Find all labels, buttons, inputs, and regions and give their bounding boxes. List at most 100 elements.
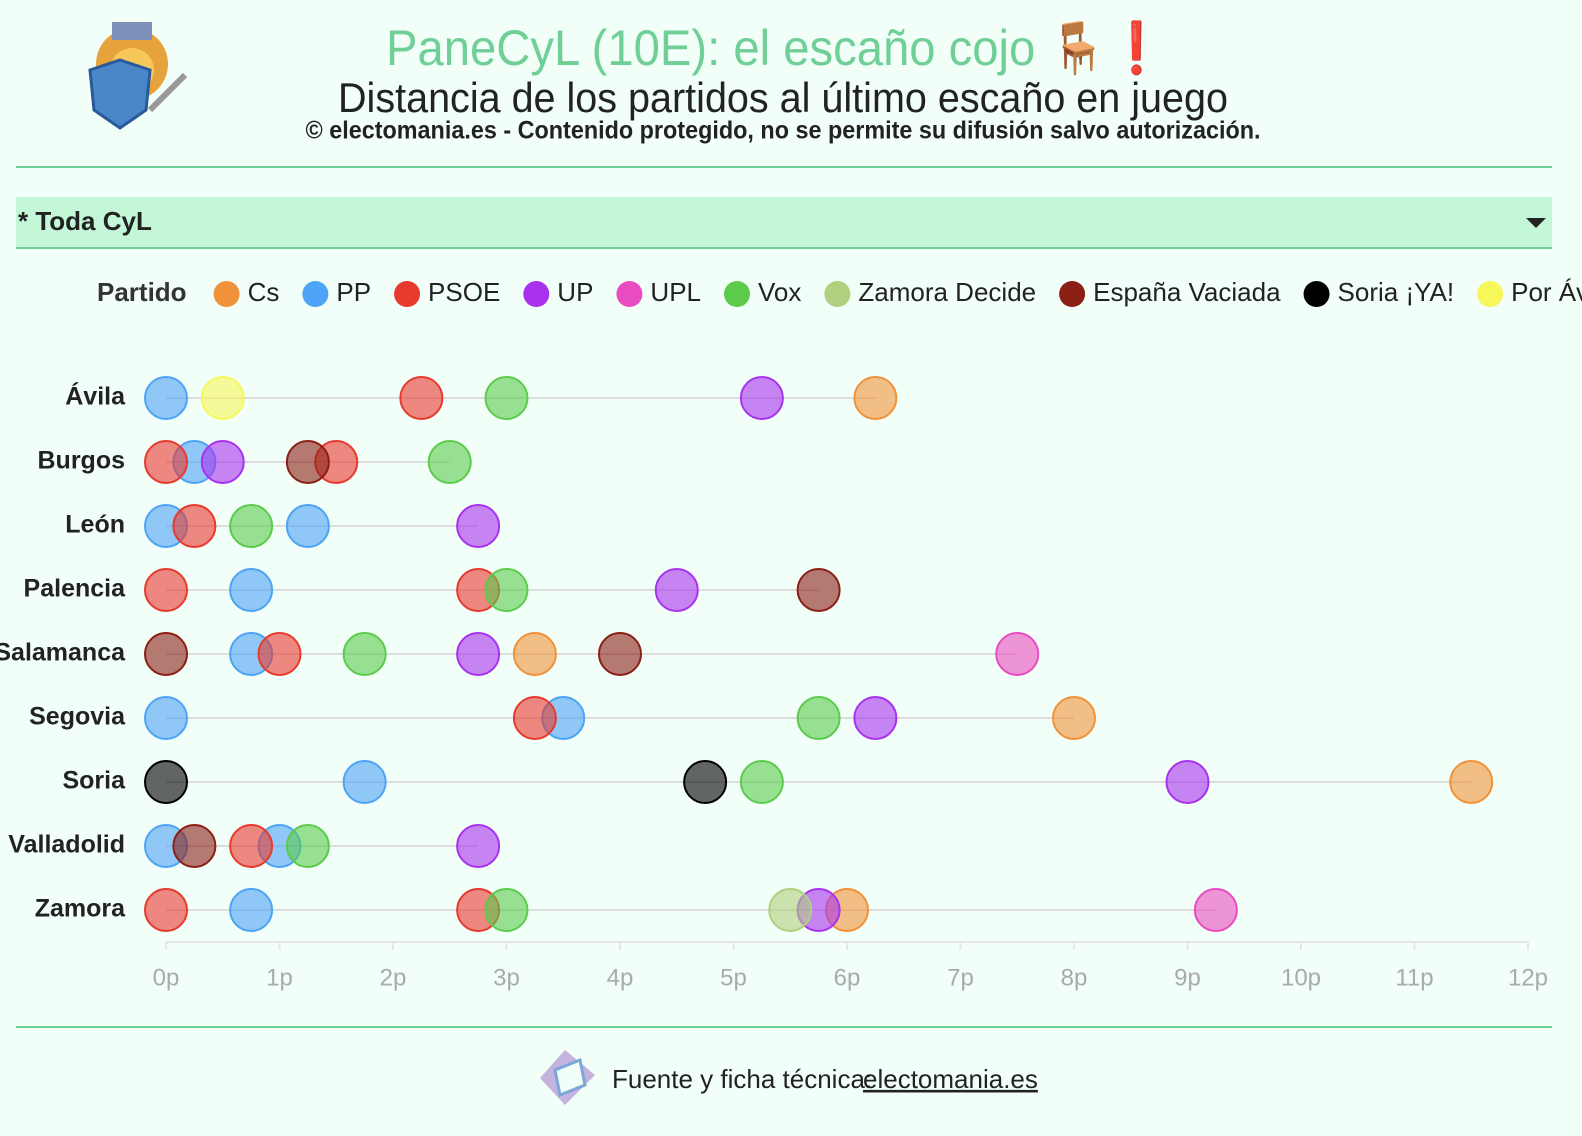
legend-swatch (724, 281, 750, 307)
dot (257, 632, 302, 676)
copyright-note: © electomania.es - Contenido protegido, … (306, 117, 1261, 145)
dot (995, 632, 1040, 676)
legend-label: Vox (758, 277, 801, 307)
row-label: Ávila (65, 382, 126, 411)
dot (144, 888, 188, 932)
dot (1165, 760, 1210, 804)
legend-label: Por Ávila (1511, 277, 1582, 307)
dot (342, 760, 387, 804)
dot (456, 504, 501, 548)
dot (1052, 696, 1096, 740)
row-label: Salamanca (0, 639, 126, 667)
legend-label: PSOE (428, 277, 500, 307)
x-tick-label: 3p (493, 964, 520, 991)
legend-swatch (213, 281, 240, 307)
legend-swatch (394, 281, 421, 307)
dot (654, 568, 699, 612)
dot (1449, 760, 1494, 804)
plot: Cs PP PSOE UP UPL Vox Zamora Decide España Vaci… (0, 277, 1582, 991)
dot (427, 440, 472, 484)
dot (144, 376, 188, 420)
x-tick-label: 12p (1508, 964, 1548, 991)
x-tick-label: 4p (607, 964, 634, 991)
x-tick-label: 6p (834, 964, 861, 991)
x-tick-label: 5p (720, 964, 747, 991)
dot (739, 760, 784, 804)
row-label: Valladolid (8, 831, 125, 859)
legend-label: UPL (650, 277, 701, 307)
legend-swatch (616, 281, 643, 307)
dot (172, 824, 217, 868)
dot (144, 632, 188, 676)
legend-title: Partido (97, 277, 187, 307)
x-tick-label: 7p (947, 964, 974, 991)
dot (144, 568, 188, 612)
dot (172, 504, 217, 548)
logo (88, 22, 188, 130)
dot (484, 888, 529, 932)
dropdown-label[interactable]: * Toda CyL (18, 206, 152, 236)
legend-swatch (1059, 281, 1086, 307)
legend-label: Zamora Decide (858, 277, 1036, 307)
dropdown-arrow[interactable] (1526, 218, 1546, 228)
dot (285, 440, 330, 484)
row-label: Soria (62, 767, 126, 795)
legend-swatch (824, 281, 851, 307)
dropdown-box[interactable] (16, 197, 1552, 248)
dot (456, 632, 501, 676)
dot (285, 824, 330, 868)
dot (796, 568, 841, 612)
dot (484, 568, 529, 612)
dot (739, 376, 784, 420)
dot (200, 376, 245, 420)
legend-label: España Vaciada (1093, 277, 1281, 307)
dot (285, 504, 330, 548)
dot (484, 376, 529, 420)
dot (456, 824, 501, 868)
legend-swatch (302, 281, 329, 307)
legend-swatch (523, 281, 550, 307)
legend-label: UP (557, 277, 593, 307)
x-tick-label: 11p (1395, 964, 1433, 991)
chart-subtitle: Distancia de los partidos al último esca… (338, 74, 1228, 121)
dot (598, 632, 642, 676)
dropdown[interactable]: * Toda CyL (16, 197, 1552, 249)
dot (342, 632, 387, 676)
row-label: Burgos (38, 447, 126, 475)
legend-label: Soria ¡YA! (1338, 277, 1455, 307)
dot (768, 888, 813, 932)
legend-label: Cs (248, 277, 280, 307)
row-label: Segovia (29, 703, 126, 731)
x-tick-label: 2p (380, 964, 407, 991)
dot (512, 632, 557, 676)
dot (229, 504, 274, 548)
dot (200, 440, 245, 484)
dot (512, 696, 557, 740)
legend-swatch (1303, 281, 1330, 307)
dot (683, 760, 728, 804)
legend-label: PP (336, 277, 371, 307)
x-tick-label: 10p (1281, 964, 1321, 991)
dot (144, 696, 188, 740)
x-tick-label: 9p (1174, 964, 1201, 991)
x-tick-label: 1p (266, 964, 293, 991)
chart-title: PaneCyL (10E): el escaño cojo 🪑❗ (386, 19, 1166, 76)
x-tick-label: 8p (1061, 964, 1088, 991)
row-label: Zamora (35, 895, 126, 923)
dot (144, 440, 188, 484)
dot (399, 376, 444, 420)
row-label: Palencia (24, 575, 127, 603)
dot (229, 824, 274, 868)
dot (229, 568, 274, 612)
x-tick-label: 0p (153, 964, 180, 991)
dot (229, 888, 274, 932)
row-label: León (65, 511, 125, 539)
dot (853, 376, 898, 420)
dot (1193, 888, 1238, 932)
dot (144, 760, 188, 804)
footer-link[interactable]: electomania.es (863, 1064, 1038, 1094)
dot (796, 696, 841, 740)
footer-logo (540, 1050, 595, 1105)
